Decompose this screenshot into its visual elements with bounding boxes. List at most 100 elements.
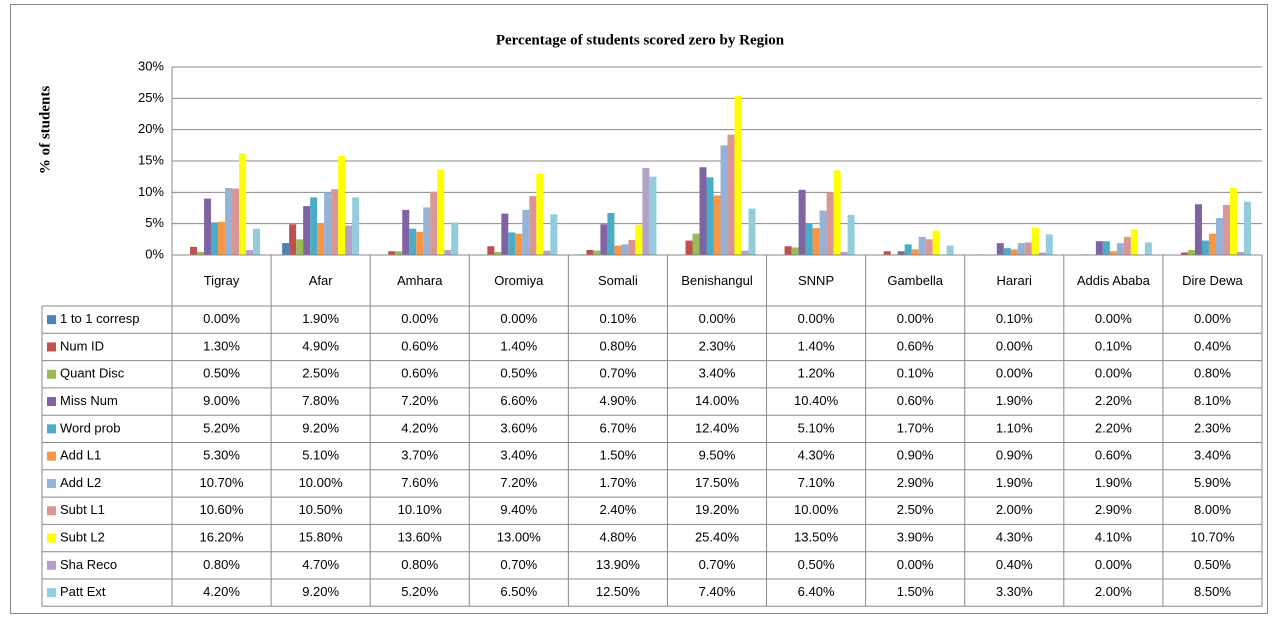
bar (501, 213, 509, 255)
bar (543, 250, 551, 255)
bar (1116, 243, 1124, 255)
table-value: 1.50% (897, 584, 934, 599)
bar (1236, 251, 1244, 255)
table-value: 3.40% (500, 448, 537, 463)
table-value: 13.00% (497, 529, 542, 544)
bar (600, 224, 608, 255)
bar (847, 214, 855, 255)
table-value: 1.30% (203, 338, 240, 353)
bar (946, 245, 954, 255)
x-tick-label: Somali (598, 273, 638, 288)
bar (840, 251, 848, 255)
x-tick-label: Oromiya (494, 273, 544, 288)
table-value: 0.00% (401, 311, 438, 326)
table-value: 0.00% (996, 338, 1033, 353)
bar (211, 222, 219, 255)
table-value: 10.70% (199, 475, 244, 490)
table-value: 4.20% (203, 584, 240, 599)
legend-key (47, 397, 56, 407)
chart-border (10, 4, 1268, 614)
table-value: 5.90% (1194, 475, 1231, 490)
legend-key (47, 533, 56, 543)
table-value: 10.00% (299, 475, 344, 490)
table-value: 9.20% (302, 420, 339, 435)
table-value: 10.10% (398, 502, 443, 517)
bar (1017, 243, 1025, 255)
bar (487, 246, 495, 255)
x-tick-label: Afar (308, 273, 333, 288)
x-tick-label: Harari (996, 273, 1032, 288)
bar (748, 208, 756, 255)
bar (699, 167, 707, 255)
bar (727, 134, 735, 255)
category-cell: SNNP (798, 273, 834, 288)
table-value: 2.00% (1095, 584, 1132, 599)
table-value: 0.00% (1194, 311, 1231, 326)
table-value: 0.00% (1095, 557, 1132, 572)
table-value: 0.00% (1095, 311, 1132, 326)
bar (494, 251, 502, 255)
legend-label: 1 to 1 corresp (60, 311, 140, 326)
bar (324, 192, 332, 255)
bar (444, 249, 452, 255)
legend-label: Add L1 (60, 448, 101, 463)
table-value: 3.60% (500, 420, 537, 435)
bar (734, 95, 742, 256)
table-value: 5.20% (401, 584, 438, 599)
bar (593, 250, 601, 255)
table-value: 4.20% (401, 420, 438, 435)
table-value: 7.10% (798, 475, 835, 490)
bar (685, 240, 693, 255)
table-value: 0.80% (203, 557, 240, 572)
table-value: 2.40% (599, 502, 636, 517)
bar (232, 188, 240, 255)
table-value: 0.10% (599, 311, 636, 326)
table-value: 1.90% (996, 475, 1033, 490)
bar (430, 191, 438, 255)
bar (713, 195, 721, 255)
table-value: 8.10% (1194, 393, 1231, 408)
bar (692, 233, 700, 255)
bar (303, 206, 311, 255)
x-tick-label: Amhara (396, 273, 443, 288)
table-value: 1.90% (302, 311, 339, 326)
y-axis-label: % of students (37, 86, 53, 175)
bar (253, 228, 261, 255)
bar (741, 250, 749, 255)
table-value: 13.60% (398, 529, 443, 544)
bar (536, 173, 544, 255)
table-value: 4.80% (599, 529, 636, 544)
category-cell: Benishangul (681, 273, 753, 288)
table-value: 1.70% (599, 475, 636, 490)
table-value: 10.00% (794, 502, 839, 517)
bar (1215, 218, 1223, 255)
bar (296, 239, 304, 255)
bar (550, 214, 558, 255)
table-value: 0.00% (996, 366, 1033, 381)
bar (1208, 233, 1216, 255)
table-value: 25.40% (695, 529, 740, 544)
bar (522, 209, 530, 255)
bar (1024, 242, 1032, 255)
bar (345, 225, 353, 255)
bar (904, 244, 912, 255)
bar (388, 251, 396, 255)
bar (317, 223, 325, 255)
table-value: 0.00% (203, 311, 240, 326)
bar (423, 207, 431, 255)
bar (1123, 236, 1131, 255)
table-value: 0.80% (1194, 366, 1231, 381)
bar (338, 155, 346, 255)
table-value: 2.20% (1095, 420, 1132, 435)
bar (925, 239, 933, 255)
bar (819, 210, 827, 255)
table-value: 6.60% (500, 393, 537, 408)
bar (409, 228, 417, 255)
legend-label: Quant Disc (60, 366, 125, 381)
table-value: 5.10% (302, 448, 339, 463)
bar (883, 251, 891, 255)
table-value: 12.50% (596, 584, 641, 599)
bar (1180, 252, 1188, 255)
legend-label: Word prob (60, 420, 120, 435)
